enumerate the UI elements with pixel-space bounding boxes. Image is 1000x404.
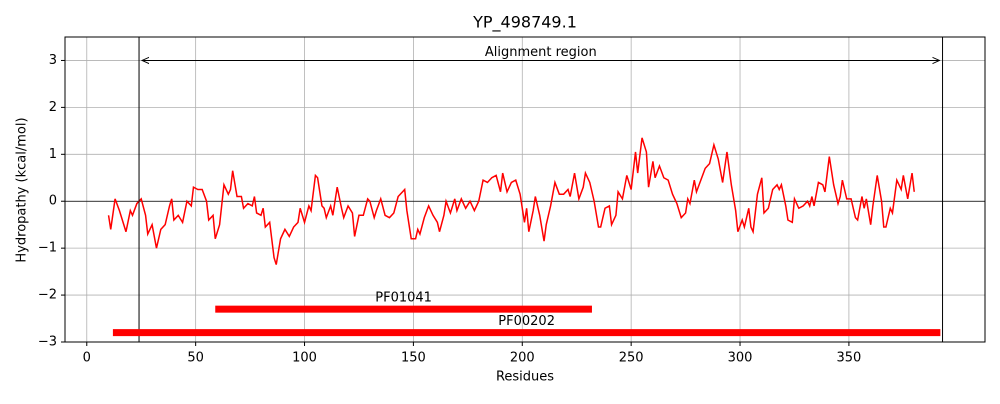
domain-label: PF01041 bbox=[375, 291, 432, 306]
y-tick-label: −1 bbox=[38, 241, 57, 256]
y-tick-label: 2 bbox=[49, 100, 57, 115]
x-tick-label: 350 bbox=[836, 351, 861, 366]
x-axis-label: Residues bbox=[496, 370, 554, 385]
region-label: Alignment region bbox=[485, 45, 597, 60]
plot-frame bbox=[64, 36, 986, 343]
x-tick-label: 300 bbox=[728, 351, 753, 366]
chart-title: YP_498749.1 bbox=[472, 13, 577, 33]
domain-label: PF00202 bbox=[498, 314, 555, 329]
y-tick-label: −2 bbox=[38, 288, 57, 303]
domain-bar bbox=[112, 329, 941, 337]
domain-bar bbox=[215, 305, 592, 313]
x-tick-label: 50 bbox=[187, 351, 204, 366]
hydropathy-line bbox=[107, 137, 915, 265]
x-tick-label: 250 bbox=[619, 351, 644, 366]
x-tick-label: 150 bbox=[401, 351, 426, 366]
y-tick-label: 3 bbox=[49, 53, 57, 68]
y-tick-label: 1 bbox=[49, 147, 57, 162]
x-tick-label: 200 bbox=[510, 351, 535, 366]
y-axis-label: Hydropathy (kcal/mol) bbox=[15, 117, 30, 262]
y-tick-label: 0 bbox=[49, 194, 57, 209]
y-tick-label: −3 bbox=[38, 335, 57, 350]
x-tick-label: 0 bbox=[83, 351, 91, 366]
x-tick-label: 100 bbox=[292, 351, 317, 366]
